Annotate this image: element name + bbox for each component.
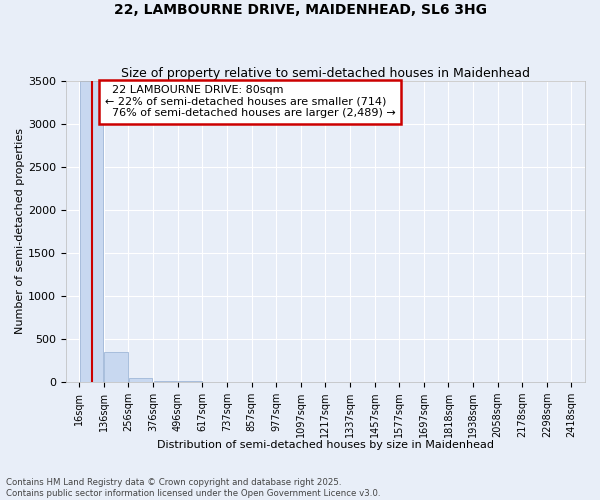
- Bar: [80, 80, 103, 382]
- Y-axis label: Number of semi-detached properties: Number of semi-detached properties: [15, 128, 25, 334]
- Bar: [129, 378, 152, 382]
- Text: Contains HM Land Registry data © Crown copyright and database right 2025.
Contai: Contains HM Land Registry data © Crown c…: [6, 478, 380, 498]
- X-axis label: Distribution of semi-detached houses by size in Maidenhead: Distribution of semi-detached houses by …: [157, 440, 494, 450]
- Text: 22, LAMBOURNE DRIVE, MAIDENHEAD, SL6 3HG: 22, LAMBOURNE DRIVE, MAIDENHEAD, SL6 3HG: [113, 2, 487, 16]
- Bar: [104, 352, 128, 382]
- Bar: [154, 381, 177, 382]
- Title: Size of property relative to semi-detached houses in Maidenhead: Size of property relative to semi-detach…: [121, 66, 530, 80]
- Text: 22 LAMBOURNE DRIVE: 80sqm
← 22% of semi-detached houses are smaller (714)
  76% : 22 LAMBOURNE DRIVE: 80sqm ← 22% of semi-…: [105, 85, 395, 118]
